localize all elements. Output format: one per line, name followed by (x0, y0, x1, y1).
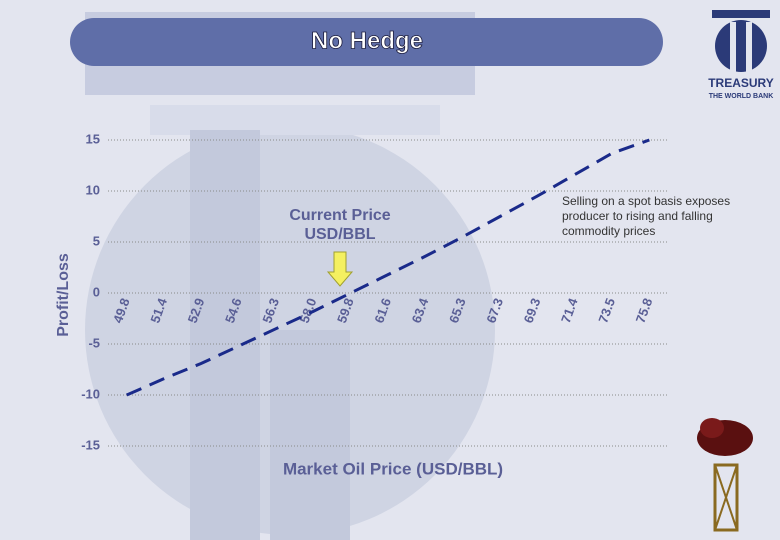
chart-title: No Hedge (311, 27, 423, 54)
note: Selling on a spot basis exposes producer… (562, 194, 730, 238)
y-tick-label: -15 (81, 437, 100, 452)
y-axis-label: Profit/Loss (55, 253, 72, 337)
y-tick-label: -5 (88, 335, 100, 350)
y-tick-label: 0 (93, 284, 100, 299)
line (126, 138, 650, 397)
logo-text: TREASURY (708, 76, 774, 90)
current-price-arrow (326, 251, 354, 287)
x-axis-label: Market Oil Price (USD/BBL) (283, 459, 503, 478)
note-line: Selling on a spot basis exposes (562, 194, 730, 208)
y-tick-label: 15 (86, 131, 100, 146)
annotation: Current Price USD/BBL (289, 207, 390, 243)
logo-subtext: THE WORLD BANK (709, 93, 774, 100)
logo: TREASURY THE WORLD BANK (708, 10, 774, 100)
note-line: producer to rising and falling (562, 209, 713, 223)
oil-rig-icon (697, 418, 753, 532)
background-logo-bars (190, 130, 350, 540)
title-bar (70, 18, 663, 66)
y-tick-label: 10 (86, 182, 100, 197)
y-tick-label: -10 (81, 386, 100, 401)
note-line: commodity prices (562, 224, 655, 238)
y-tick-label: 5 (93, 233, 100, 248)
